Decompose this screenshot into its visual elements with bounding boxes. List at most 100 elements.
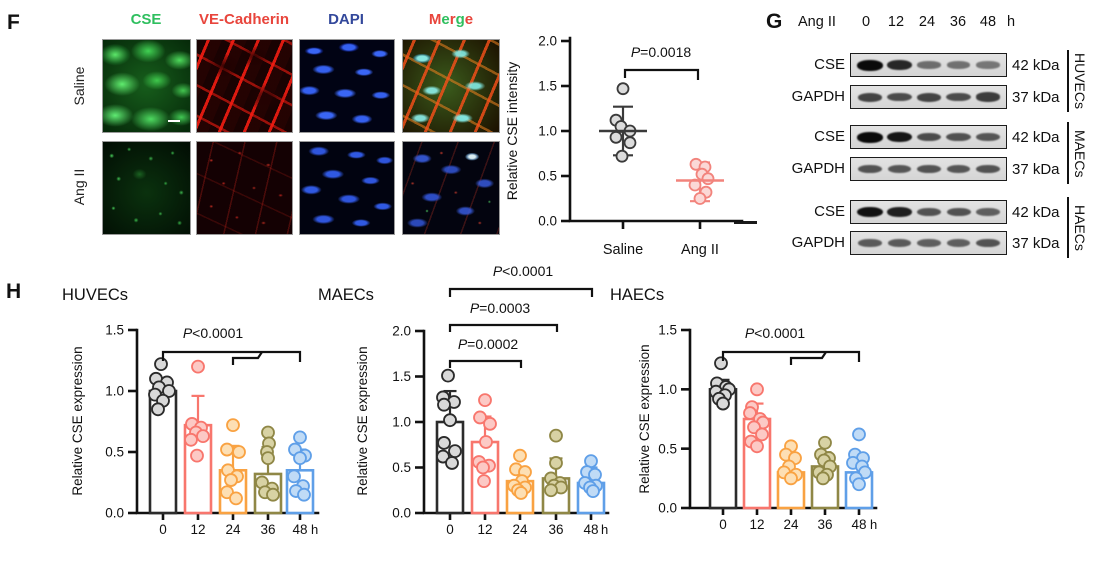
data-point (293, 430, 307, 445)
x-axis-unit: h (601, 522, 608, 537)
channel-label-dapi: DAPI (328, 11, 364, 28)
data-point (293, 451, 307, 466)
blot-band (946, 132, 971, 142)
y-tick-label: 0.5 (538, 169, 557, 184)
blot-band (917, 164, 941, 174)
x-tick-label: 0 (719, 517, 727, 532)
blot-band (976, 238, 1000, 248)
cell-group-bracket (1067, 50, 1069, 112)
y-tick-label: 1.0 (105, 384, 124, 399)
micrograph-saline-ve-cadherin (196, 39, 293, 133)
data-point (513, 448, 527, 463)
blot-band (917, 238, 941, 248)
data-point (445, 456, 459, 470)
blot-band (857, 131, 883, 143)
significance-bracket (448, 287, 594, 297)
micrograph-saline-cse (102, 39, 191, 133)
y-tick-label: 0.0 (105, 506, 124, 521)
data-point (224, 473, 238, 487)
significance-subbracket (231, 351, 263, 365)
data-point (154, 357, 168, 372)
x-tick-label: 48 (583, 522, 598, 537)
x-tick-label: 12 (749, 517, 764, 532)
panel-h-label: H (6, 280, 22, 303)
y-axis-title: Relative CSE intensity (504, 62, 520, 201)
data-point (616, 82, 630, 96)
x-tick-label: 36 (548, 522, 563, 537)
p-value: P<0.0001 (745, 325, 806, 341)
molecular-weight-label: 37 kDa (1012, 235, 1060, 252)
data-point (232, 445, 246, 459)
blot-time-unit: h (1007, 14, 1016, 30)
y-tick-label: 0.0 (658, 501, 677, 516)
x-axis-unit: h (311, 522, 318, 537)
blot-timepoint: 0 (861, 14, 871, 30)
data-point (437, 436, 451, 450)
blot-strip (850, 200, 1007, 224)
blot-strip (850, 125, 1007, 149)
blot-band (946, 238, 971, 248)
significance-bracket (721, 350, 861, 362)
x-tick-label: 0 (159, 522, 167, 537)
protein-label: CSE (814, 56, 845, 73)
x-tick-label: 12 (477, 522, 492, 537)
blot-timepoint: 12 (887, 14, 905, 30)
cell-type-label: HUVECs (1072, 53, 1088, 110)
blot-band (857, 59, 883, 71)
protein-label: CSE (814, 203, 845, 220)
chart-title: HUVECs (62, 286, 128, 304)
blot-band (976, 61, 1000, 69)
data-point (184, 432, 198, 447)
y-tick-label: 0.5 (105, 445, 124, 460)
data-point (852, 427, 866, 442)
data-point (196, 429, 210, 444)
x-tick-label: 0 (446, 522, 454, 537)
merge-letter: e (441, 11, 450, 28)
protein-label: CSE (814, 128, 845, 145)
data-point (448, 444, 462, 459)
molecular-weight-label: 37 kDa (1012, 161, 1060, 178)
y-tick-label: 2.0 (392, 324, 411, 339)
channel-label-ve-cadherin: VE-Cadherin (198, 11, 290, 28)
p-value: P<0.0001 (183, 325, 244, 341)
y-tick-label: 1.0 (392, 415, 411, 430)
data-point (226, 418, 240, 433)
data-point (693, 192, 707, 205)
data-point (437, 397, 451, 412)
blot-band (887, 238, 912, 248)
data-point (229, 491, 243, 506)
blot-band (975, 92, 1001, 102)
blot-timepoint: 48 (979, 14, 997, 30)
p-value: P<0.0001 (493, 263, 554, 279)
cell-group-bracket (1067, 122, 1069, 184)
protein-label: GAPDH (791, 88, 845, 105)
y-tick-label: 0.0 (538, 214, 557, 229)
x-category-label: Saline (603, 242, 643, 258)
p-value: P=0.0003 (470, 300, 531, 316)
x-tick-label: 36 (817, 517, 832, 532)
y-tick-label: 1.5 (392, 369, 411, 384)
significance-bracket (448, 323, 559, 332)
micrograph-saline-merge (402, 39, 500, 133)
panel-g-label: G (766, 10, 783, 33)
data-point (220, 442, 234, 457)
merge-letter: M (428, 11, 442, 28)
blot-band (858, 164, 882, 174)
blot-band (857, 92, 883, 102)
blot-timepoint: 36 (949, 14, 967, 30)
data-point (750, 439, 764, 454)
data-point (483, 416, 497, 431)
data-point (443, 413, 457, 428)
x-tick-label: 24 (783, 517, 799, 532)
y-tick-label: 1.5 (105, 323, 124, 338)
x-tick-label: 48 (851, 517, 866, 532)
data-point (701, 172, 715, 186)
blot-strip (850, 53, 1007, 77)
blot-band (946, 207, 971, 217)
x-tick-label: 24 (512, 522, 528, 537)
scatter-plot: 0.0 0.5 1.0 1.5 2.0 Relative CSE intensity Sal… (504, 34, 744, 258)
cell-type-label: HAECs (1072, 204, 1088, 251)
y-tick-label: 1.5 (538, 79, 557, 94)
data-point (151, 402, 165, 417)
